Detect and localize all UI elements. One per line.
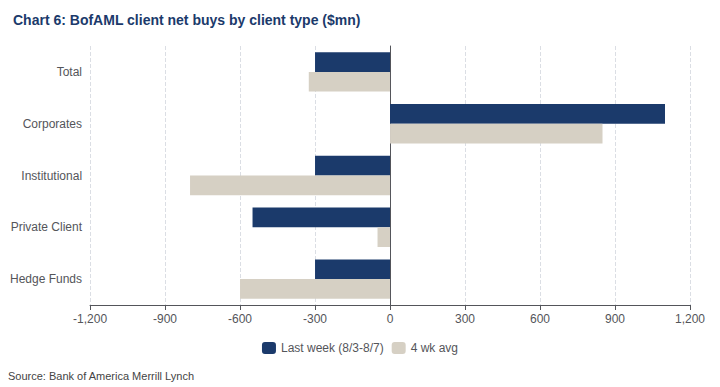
svg-text:4 wk avg: 4 wk avg xyxy=(411,341,458,355)
svg-text:Chart 6: BofAML client net buy: Chart 6: BofAML client net buys by clien… xyxy=(13,12,360,28)
svg-text:300: 300 xyxy=(455,312,475,326)
svg-text:Private Client: Private Client xyxy=(11,220,83,234)
svg-text:1,200: 1,200 xyxy=(675,312,705,326)
svg-text:900: 900 xyxy=(605,312,625,326)
svg-text:600: 600 xyxy=(530,312,550,326)
svg-text:Institutional: Institutional xyxy=(21,169,82,183)
svg-text:-600: -600 xyxy=(228,312,252,326)
svg-text:Last week (8/3-8/7): Last week (8/3-8/7) xyxy=(281,341,384,355)
svg-text:-300: -300 xyxy=(303,312,327,326)
svg-text:Corporates: Corporates xyxy=(23,117,82,131)
svg-text:Total: Total xyxy=(57,65,82,79)
svg-text:-900: -900 xyxy=(153,312,177,326)
svg-text:-1,200: -1,200 xyxy=(73,312,107,326)
svg-text:0: 0 xyxy=(387,312,394,326)
svg-text:Hedge Funds: Hedge Funds xyxy=(10,272,82,286)
svg-text:Source: Bank of America Merril: Source: Bank of America Merrill Lynch xyxy=(8,370,194,382)
